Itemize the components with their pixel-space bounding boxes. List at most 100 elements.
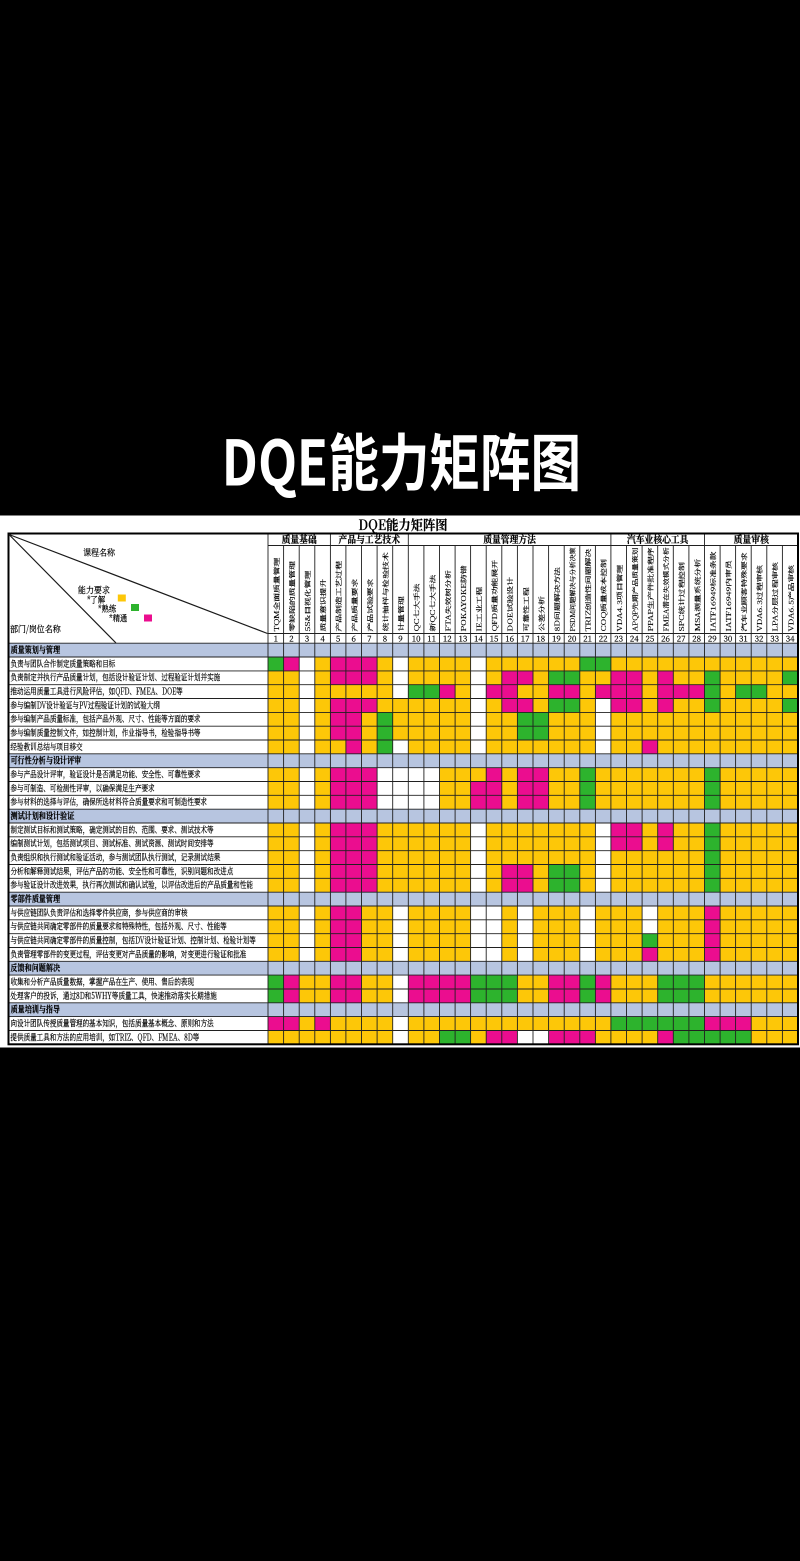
svg-text:负责管理零部件的变更过程，评估变更对产品质量的影响，对变更进: 负责管理零部件的变更过程，评估变更对产品质量的影响，对变更进行验证和批准 [11,948,247,961]
svg-text:7: 7 [367,633,371,644]
svg-text:零部件质量管理: 零部件质量管理 [11,893,61,905]
svg-text:MSA测量系统分析: MSA测量系统分析 [693,559,702,632]
svg-text:汽车业顾客特殊要求: 汽车业顾客特殊要求 [740,552,749,631]
svg-text:负责与团队合作制定质量策略和目标: 负责与团队合作制定质量策略和目标 [11,658,116,671]
svg-text:LPA分层过程审核: LPA分层过程审核 [771,562,780,632]
svg-text:DQE能力矩阵图: DQE能力矩阵图 [358,514,447,534]
svg-text:8: 8 [383,633,387,644]
svg-text:零缺陷的质量管理: 零缺陷的质量管理 [288,561,297,632]
svg-text:汽车业核心工具: 汽车业核心工具 [627,531,689,546]
svg-text:参与验证设计改进效果，执行再次测试和确认试验，以评估改进后的: 参与验证设计改进效果，执行再次测试和确认试验，以评估改进后的产品质量和性能 [11,879,254,892]
svg-text:质量策划与管理: 质量策划与管理 [11,644,61,656]
svg-text:IATF16949标准条款: IATF16949标准条款 [709,551,718,631]
svg-text:经验教训总结与项目移交: 经验教训总结与项目移交 [11,741,83,754]
svg-text:能力要求: 能力要求 [78,584,110,597]
svg-text:TQM全面质量管理: TQM全面质量管理 [272,557,281,631]
svg-text:8D问题解决方法: 8D问题解决方法 [553,567,562,632]
svg-text:统计抽样与检验技术: 统计抽样与检验技术 [381,552,390,631]
svg-text:QC七大手法: QC七大手法 [412,583,421,631]
svg-text:POKAYOKE防错: POKAYOKE防错 [459,565,468,631]
svg-text:课程名称: 课程名称 [83,546,115,559]
svg-text:负责组织和执行测试和验证活动，参与测试团队执行测试，记录测试: 负责组织和执行测试和验证活动，参与测试团队执行测试，记录测试结果 [11,851,221,864]
svg-text:参与材料的选择与评估，确保所选材料符合质量要求和可制造性要求: 参与材料的选择与评估，确保所选材料符合质量要求和可制造性要求 [11,796,208,809]
svg-text:质量管理方法: 质量管理方法 [483,531,536,546]
svg-text:32: 32 [755,633,764,644]
svg-text:负责制定并执行产品质量计划，包括设计验证计划、过程验证计划并: 负责制定并执行产品质量计划，包括设计验证计划、过程验证计划并实施 [11,672,221,685]
svg-text:19: 19 [552,633,561,644]
svg-text:34: 34 [786,633,795,644]
svg-text:参与产品设计评审，验证设计是否满足功能、安全性、可靠性要求: 参与产品设计评审，验证设计是否满足功能、安全性、可靠性要求 [11,768,201,781]
svg-text:1: 1 [274,633,278,644]
svg-text:31: 31 [739,633,748,644]
svg-text:APQP先期产品质量策划: APQP先期产品质量策划 [631,547,640,631]
svg-text:11: 11 [427,633,436,644]
svg-text:TRIZ创造性问题解决: TRIZ创造性问题解决 [584,549,593,632]
svg-text:产品试验要求: 产品试验要求 [366,578,375,631]
svg-text:PSDM问题解决与分析决策: PSDM问题解决与分析决策 [568,547,577,631]
svg-text:12: 12 [443,633,452,644]
svg-text:9: 9 [398,633,402,644]
svg-text:23: 23 [614,633,623,644]
svg-text:4: 4 [320,633,325,644]
svg-text:30: 30 [723,633,732,644]
svg-text:QFD质量功能展开: QFD质量功能展开 [490,560,499,632]
svg-text:与供应链共同确定零部件的质量要求和特殊特性，包括外观、尺寸、: 与供应链共同确定零部件的质量要求和特殊特性，包括外观、尺寸、性能等 [11,920,227,933]
svg-text:18: 18 [536,633,545,644]
svg-text:反馈和问题解决: 反馈和问题解决 [11,962,61,974]
svg-text:IE工业工程: IE工业工程 [475,587,484,632]
svg-text:参与可制造、可检测性评审，以确保满足生产要求: 参与可制造、可检测性评审，以确保满足生产要求 [11,782,155,795]
svg-text:13: 13 [458,633,467,644]
svg-text:参与编制质量控制文件，如控制计划，作业指导书，检验指导书等: 参与编制质量控制文件，如控制计划，作业指导书，检验指导书等 [11,727,201,740]
svg-text:VDA4.3项目管理: VDA4.3项目管理 [615,565,624,632]
svg-text:参与编制DV设计验证与PV过程验证计划的试验大纲: 参与编制DV设计验证与PV过程验证计划的试验大纲 [11,699,160,712]
svg-text:20: 20 [568,633,577,644]
svg-text:质量培训与指导: 质量培训与指导 [11,1004,61,1016]
svg-text:计量管理: 计量管理 [397,596,406,631]
svg-text:收集和分析产品质量数据，掌握产品在生产、使用、售后的表现: 收集和分析产品质量数据，掌握产品在生产、使用、售后的表现 [11,976,195,989]
svg-text:24: 24 [630,633,639,644]
svg-text:部门/岗位名称: 部门/岗位名称 [10,623,61,636]
svg-text:22: 22 [599,633,608,644]
svg-text:推动运用质量工具进行风险评估，如QFD、FMEA、DOE等: 推动运用质量工具进行风险评估，如QFD、FMEA、DOE等 [11,685,183,698]
svg-text:*熟练: *熟练 [98,603,117,615]
svg-text:可靠性工程: 可靠性工程 [522,587,531,631]
svg-text:向设计团队传授质量管理的基本知识，包括质量基本概念、原则和方: 向设计团队传授质量管理的基本知识，包括质量基本概念、原则和方法 [11,1017,214,1030]
svg-text:编制测试计划，包括测试项目、测试标准、测试资源、测试时间安排: 编制测试计划，包括测试项目、测试标准、测试资源、测试时间安排等 [11,837,214,850]
svg-text:VDA6.3过程审核: VDA6.3过程审核 [755,565,764,632]
svg-text:21: 21 [583,633,592,644]
svg-text:27: 27 [677,633,686,644]
svg-text:29: 29 [708,633,717,644]
svg-text:25: 25 [645,633,654,644]
svg-text:制定测试目标和测试策略，确定测试的目的、范围、要求、测试技术: 制定测试目标和测试策略，确定测试的目的、范围、要求、测试技术等 [10,824,214,837]
svg-text:PPAP生产件批准程序: PPAP生产件批准程序 [646,547,655,631]
svg-text:5S&目视化管理: 5S&目视化管理 [303,571,312,632]
svg-text:*精通: *精通 [109,613,128,625]
svg-text:10: 10 [412,633,421,644]
svg-text:分析和解释测试结果，评估产品的功能、安全性和可靠性，识别问题: 分析和解释测试结果，评估产品的功能、安全性和可靠性，识别问题和改进点 [11,865,234,878]
svg-text:产品质量要求: 产品质量要求 [350,578,359,631]
svg-text:COQ质量成本控制: COQ质量成本控制 [599,559,608,632]
svg-text:公差分析: 公差分析 [537,596,546,631]
svg-text:2: 2 [289,633,294,644]
svg-text:5: 5 [336,633,340,644]
svg-text:IATF16949内审员: IATF16949内审员 [724,560,733,632]
svg-text:质量审核: 质量审核 [734,531,770,546]
svg-text:提供质量工具和方法的应用培训，如TRIZ、QFD、FMEA、: 提供质量工具和方法的应用培训，如TRIZ、QFD、FMEA、8D等 [11,1031,200,1044]
svg-text:与供应链团队负责评估和选择零件供应商，参与供应商的审核: 与供应链团队负责评估和选择零件供应商，参与供应商的审核 [11,907,188,920]
svg-text:16: 16 [505,633,514,644]
svg-text:FTA失效树分析: FTA失效树分析 [444,570,453,631]
svg-text:DQE能力矩阵图: DQE能力矩阵图 [222,414,581,504]
svg-text:15: 15 [490,633,499,644]
svg-text:28: 28 [692,633,701,644]
svg-text:参与编制产品质量标准，包括产品外观、尺寸、性能等方面的要求: 参与编制产品质量标准，包括产品外观、尺寸、性能等方面的要求 [11,713,201,726]
svg-text:17: 17 [521,633,530,644]
svg-text:26: 26 [661,633,670,644]
svg-text:14: 14 [474,633,483,644]
svg-text:产品制造工艺过程: 产品制造工艺过程 [334,561,343,632]
svg-text:产品与工艺技术: 产品与工艺技术 [339,531,401,546]
svg-text:质量意识提升: 质量意识提升 [319,578,328,631]
svg-text:与供应链共同确定零部件的质量控制，包括DV设计验证计划、控制: 与供应链共同确定零部件的质量控制，包括DV设计验证计划、控制计划、检验计划等 [11,934,257,947]
svg-text:DOE试验设计: DOE试验设计 [506,577,515,632]
svg-text:VDA6.5产品审核: VDA6.5产品审核 [787,565,796,632]
svg-text:FMEA潜在失效模式分析: FMEA潜在失效模式分析 [662,547,671,631]
